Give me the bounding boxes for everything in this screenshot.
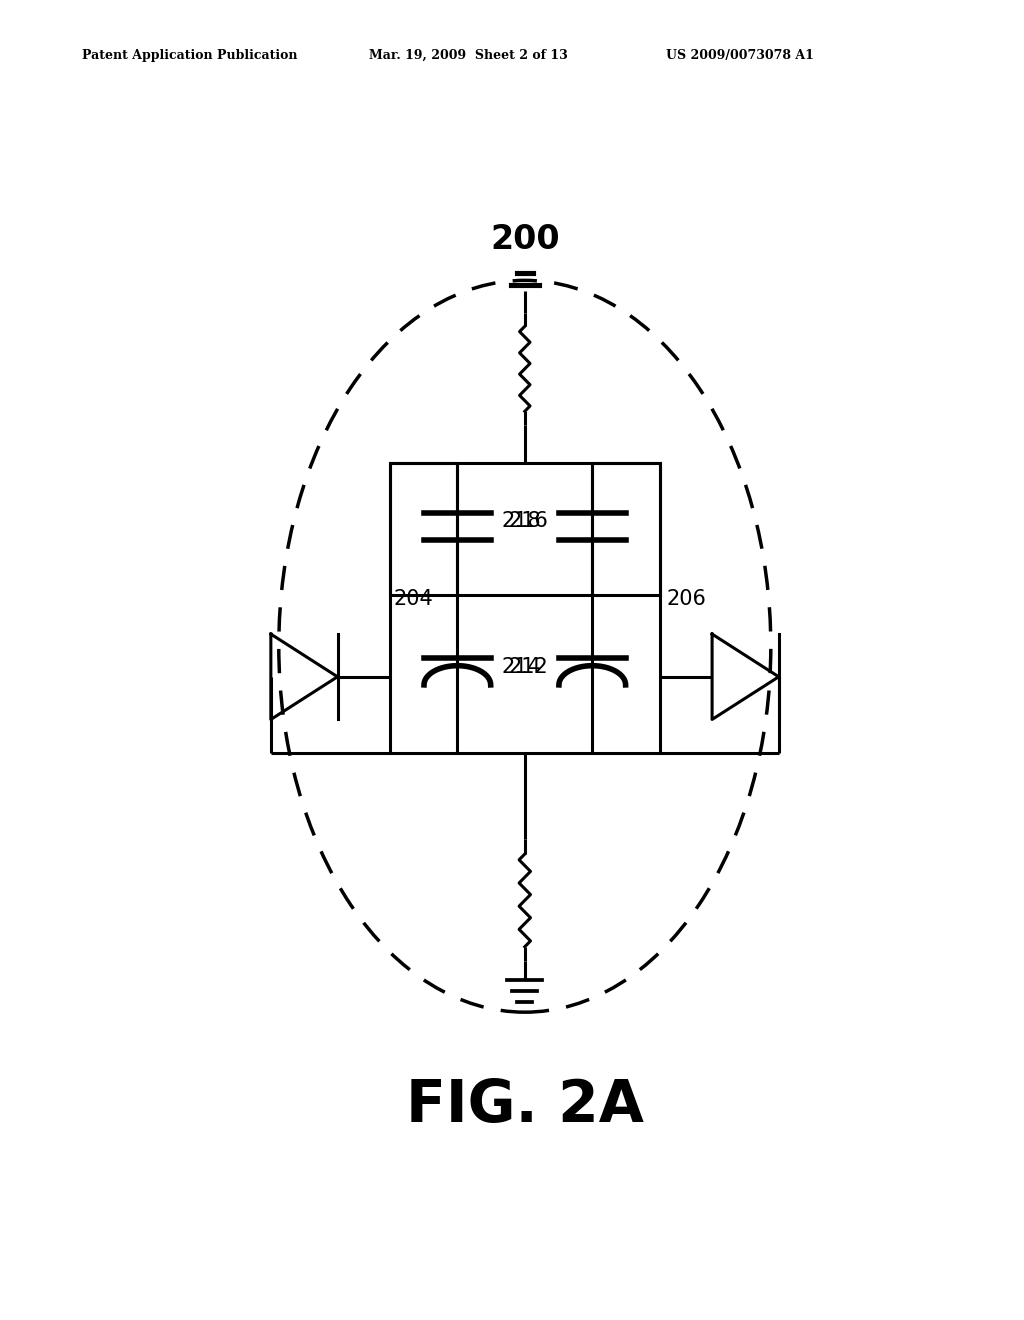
Text: Mar. 19, 2009  Sheet 2 of 13: Mar. 19, 2009 Sheet 2 of 13 [369, 49, 567, 62]
Bar [592, 463, 659, 595]
Bar [390, 463, 458, 595]
Text: 214: 214 [502, 656, 542, 677]
Text: 204: 204 [394, 589, 433, 609]
Bar [390, 463, 659, 752]
Text: 212: 212 [508, 656, 548, 677]
Text: US 2009/0073078 A1: US 2009/0073078 A1 [666, 49, 813, 62]
Text: 206: 206 [666, 589, 706, 609]
Text: 200: 200 [490, 223, 559, 256]
Text: 216: 216 [508, 511, 548, 531]
Text: FIG. 2A: FIG. 2A [406, 1077, 644, 1134]
Text: 218: 218 [502, 511, 542, 531]
Text: Patent Application Publication: Patent Application Publication [82, 49, 297, 62]
